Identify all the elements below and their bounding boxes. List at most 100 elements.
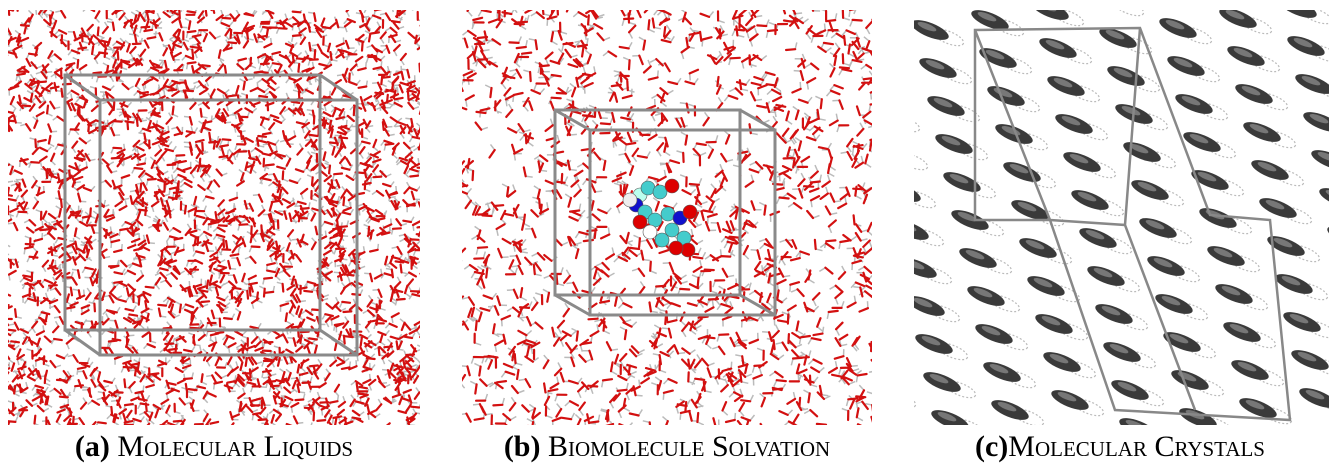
crystal-molecule [873,140,930,174]
crystal-molecule [1297,384,1329,418]
crystal-molecule [1289,346,1329,380]
crystal-molecule [1109,376,1166,410]
molecule-highlight [873,106,894,119]
atom [655,233,669,247]
panel-label: (b) [504,430,541,463]
crystal-molecule [1317,184,1329,218]
crystal-molecule [1101,338,1158,372]
crystal-molecule [1169,366,1226,400]
crystal-molecule [889,216,946,250]
atom [683,205,697,219]
crystal-molecule [1049,386,1106,420]
molecule-body [1317,184,1329,212]
molecule-ghost [887,112,921,135]
molecule-ghost [903,188,937,211]
crystal-molecule [941,168,998,202]
figure: (a) Molecular Liquids (b) Biomolecule So… [0,0,1329,468]
atom [665,179,679,193]
crystal-molecule [1149,0,1206,10]
crystal-molecule [1045,72,1102,106]
crystal-molecule [1009,196,1066,230]
crystal-molecule [861,378,918,412]
atom [623,193,637,207]
crystal-molecule [985,82,1042,116]
atom [669,241,683,255]
crystal-molecule [1325,222,1329,256]
crystal-molecule [1293,70,1329,104]
crystal-molecule [1041,348,1098,382]
crystal-molecule [869,416,926,450]
panel-label: (a) [75,430,110,463]
crystal-molecule [1037,34,1094,68]
crystal-molecule [1257,194,1314,228]
molecule-body [901,0,943,6]
caption-a: (a) Molecular Liquids [75,430,353,463]
crystal-molecule [1089,0,1146,20]
crystal-molecule [981,358,1038,392]
crystal-molecule [957,244,1014,278]
molecule-body [869,416,911,444]
crystal-molecule [1001,158,1058,192]
crystal-molecule [1061,148,1118,182]
crystal-molecule [1233,80,1290,114]
crystal-molecule [973,320,1030,354]
crystal-molecule [881,178,938,212]
molecule-ghost [891,426,925,449]
crystal-molecule [909,16,966,50]
crystal-molecule [1029,0,1086,30]
molecule-body [1089,0,1131,14]
crystal-molecule [865,102,922,136]
molecule-body [1277,0,1319,22]
molecule-body [1149,0,1191,4]
crystal-molecule [925,92,982,126]
panel-b-image [449,0,891,441]
crystal-molecule [901,0,958,12]
panel-c-image [861,0,1329,468]
crystal-molecule [989,396,1046,430]
crystal-molecule [1129,176,1186,210]
caption-b: (b) Biomolecule Solvation [504,430,830,463]
crystal-molecule [1221,318,1278,352]
crystal-molecule [1277,0,1329,28]
crystal-molecule [1069,186,1126,220]
crystal-molecule [1165,52,1222,86]
molecule-body [1029,0,1071,24]
crystal-molecule [1309,146,1329,180]
crystal-molecule [1273,270,1329,304]
molecule-highlight [889,182,910,195]
molecule-highlight [877,420,898,433]
atom [643,225,657,239]
crystal-molecule [1217,4,1274,38]
crystal-molecule [1093,300,1150,334]
crystal-molecule [1145,252,1202,286]
crystal-molecule [1213,280,1270,314]
molecule-ghost [1111,0,1145,19]
crystal-molecule [1173,90,1230,124]
molecule-body [1309,146,1329,174]
page: {"panels": [ {"label": "(a)", "caption":… [0,0,1329,468]
crystal-molecule [1225,42,1282,76]
crystal-molecule [1241,118,1298,152]
panel-caption: Biomolecule Solvation [548,430,830,463]
crystal-molecule [1085,262,1142,296]
crystal-molecule [1301,108,1329,142]
caption-c: (c)Molecular Crystals [975,430,1265,463]
molecule-ghost [1171,0,1205,9]
crystal-molecule [977,44,1034,78]
crystal-molecule [1197,204,1254,238]
crystal-molecule [1229,356,1286,390]
crystal-molecule [1205,242,1262,276]
crystal-molecule [961,0,1018,2]
molecule-body [865,102,907,130]
molecule-ghost [923,0,957,11]
molecule-highlight [1285,0,1306,11]
molecule-ghost [883,388,917,411]
crystal-molecule [965,282,1022,316]
panel-caption: Molecular Crystals [1008,430,1265,463]
crystal-molecule [1285,32,1329,66]
crystal-molecule [1249,156,1306,190]
crystal-molecule [933,130,990,164]
crystal-molecule [1281,308,1329,342]
crystal-molecule [1137,214,1194,248]
panel-a-image [0,0,437,439]
